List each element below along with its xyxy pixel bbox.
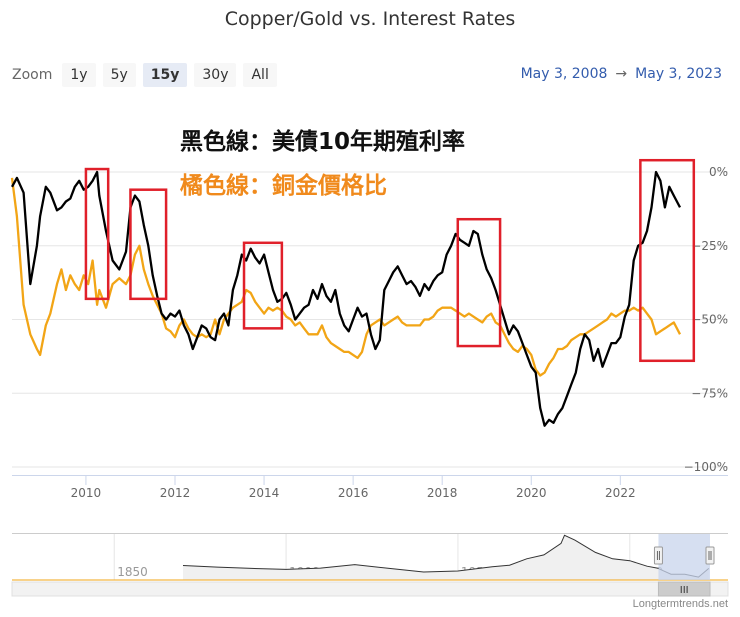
zoom-5y-button[interactable]: 5y [102, 63, 136, 87]
x-tick-label: 2018 [427, 486, 458, 500]
highlight-box [639, 158, 696, 363]
navigator-line [182, 534, 710, 578]
y-axis: 0% −25% −50% −75% −100% [684, 165, 728, 474]
navigator-tick-label: 1850 [117, 565, 148, 579]
x-tick-label: 2010 [71, 486, 102, 500]
highlight-box [242, 241, 284, 330]
highlight-boxes [84, 158, 696, 363]
x-tick-label: 2014 [249, 486, 280, 500]
zoom-1y-button[interactable]: 1y [62, 63, 96, 87]
zoom-15y-button[interactable]: 15y [142, 63, 188, 87]
scrollbar-thumb [657, 581, 711, 597]
scrollbar-grip-icon: III [680, 585, 689, 596]
plot-area [10, 170, 682, 427]
chart-title: Copper/Gold vs. Interest Rates [224, 8, 516, 30]
zoom-toolbar: Zoom 1y 5y 15y 30y All [12, 62, 284, 88]
y-tick-label: −25% [691, 239, 728, 253]
zoom-30y-button[interactable]: 30y [194, 63, 237, 87]
x-tick-label: 2016 [338, 486, 369, 500]
black-line-annotation: 黑色線：美債10年期殖利率 [180, 128, 465, 155]
navigator[interactable]: 1850190019502000III [11, 533, 729, 597]
zoom-label: Zoom [12, 67, 53, 83]
y-tick-label: −50% [691, 313, 728, 327]
range-from[interactable]: May 3, 2008 [520, 66, 608, 82]
navigator-right-handle [705, 546, 715, 565]
y-tick-label: −100% [684, 460, 728, 474]
x-tick-label: 2022 [605, 486, 636, 500]
navigator-window [658, 534, 710, 580]
ten-year-yield-line [10, 170, 682, 427]
grid [12, 171, 728, 468]
range-arrow-icon: → [615, 66, 628, 82]
x-tick-label: 2020 [516, 486, 547, 500]
highlight-box [456, 217, 502, 348]
range-to[interactable]: May 3, 2023 [635, 66, 722, 82]
scrollbar-track [11, 581, 729, 597]
highlight-box [84, 167, 110, 301]
source-credit[interactable]: Longtermtrends.net [632, 598, 728, 610]
date-range: May 3, 2008 → May 3, 2023 [521, 66, 722, 82]
highlight-box [129, 188, 168, 301]
navigator-left-handle [653, 546, 663, 565]
x-axis: 2010 2012 2014 2016 2018 2020 2022 [12, 475, 728, 500]
zoom-all-button[interactable]: All [243, 63, 277, 87]
orange-line-annotation: 橘色線：銅金價格比 [180, 172, 387, 199]
y-tick-label: −75% [691, 386, 728, 400]
copper-gold-ratio-line [10, 177, 682, 377]
x-tick-label: 2012 [160, 486, 191, 500]
y-tick-label: 0% [709, 165, 728, 179]
